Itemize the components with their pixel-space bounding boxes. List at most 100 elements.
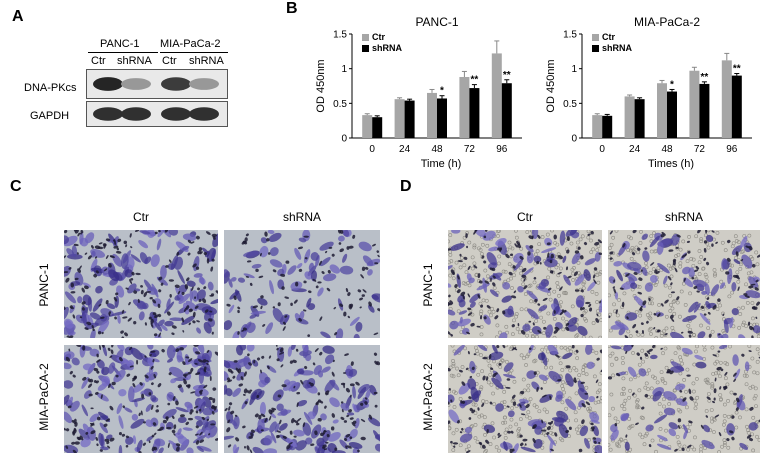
bar-ctr-96 (491, 53, 502, 139)
y-tick-label: 1 (341, 64, 347, 75)
blot-band (161, 77, 191, 91)
blot-gapdh (86, 101, 228, 127)
legend-swatch (592, 34, 599, 41)
col-label-c-ctr: Ctr (133, 210, 149, 224)
bar-shrna-96 (731, 75, 742, 138)
blot-band (121, 107, 151, 121)
protein-label-gapdh: GAPDH (30, 110, 70, 122)
bar-shrna-48 (667, 91, 677, 138)
bar-ctr-72 (459, 76, 470, 138)
x-tick-label: 0 (369, 144, 375, 155)
lane-label-1: Ctr (91, 55, 106, 67)
blot-band (189, 78, 219, 90)
x-tick-label: 48 (431, 144, 443, 155)
cell-line-underline-2 (160, 52, 228, 53)
bar-shrna-72 (699, 83, 710, 138)
cell-line-label-panc1: PANC-1 (100, 38, 140, 50)
legend-label: Ctr (602, 32, 615, 42)
legend-label: shRNA (372, 43, 403, 53)
x-tick-label: 48 (661, 144, 673, 155)
micrograph-c-miapaca2-shrna (224, 345, 380, 453)
panel-letter-d: D (400, 178, 412, 195)
micrograph-d-panc1-shrna (608, 230, 760, 338)
col-label-d-ctr: Ctr (517, 210, 533, 224)
col-label-c-shrna: shRNA (282, 210, 321, 224)
bar-shrna-24 (634, 99, 645, 138)
significance-mark: * (440, 86, 444, 97)
micrograph-c-panc1-shrna (224, 230, 380, 338)
cell-line-label-miapaca2: MIA-PaCa-2 (160, 38, 221, 50)
x-tick-label: 96 (726, 144, 738, 155)
blot-band (189, 107, 219, 121)
bar-ctr-96 (721, 60, 732, 139)
micrograph-c-miapaca2-ctr (64, 345, 218, 453)
chart-title: MIA-PaCa-2 (634, 15, 700, 29)
y-tick-label: 0 (341, 134, 347, 145)
y-tick-label: 0.5 (333, 99, 347, 110)
cell-line-underline-1 (88, 52, 158, 53)
panel-letter-a: A (12, 8, 24, 25)
bar-ctr-48 (427, 92, 437, 138)
micrograph-d-panc1-ctr (448, 230, 602, 338)
protein-label-dnapkcs: DNA-PKcs (24, 82, 77, 94)
x-tick-label: 96 (496, 144, 508, 155)
lane-label-4: shRNA (189, 55, 224, 67)
row-label-d-miapaca2: MIA-PaCA-2 (421, 363, 435, 431)
significance-mark: ** (733, 64, 741, 75)
row-label-d-panc1: PANC-1 (421, 263, 435, 307)
chart-title: PANC-1 (415, 15, 458, 29)
bar-ctr-48 (657, 83, 667, 138)
y-tick-label: 1.5 (563, 30, 577, 41)
micrograph-d-miapaca2-shrna (608, 345, 760, 453)
bar-shrna-96 (501, 83, 512, 138)
bar-ctr-24 (624, 96, 635, 138)
bar-ctr-24 (394, 99, 405, 138)
legend-label: Ctr (372, 32, 385, 42)
bar-shrna-48 (437, 98, 447, 138)
blot-dnapkcs (86, 69, 228, 99)
bar-shrna-24 (404, 100, 415, 138)
legend-swatch (592, 45, 599, 52)
blot-band (93, 107, 123, 121)
bar-shrna-0 (602, 115, 613, 138)
bar-shrna-0 (372, 117, 383, 138)
x-tick-label: 72 (464, 144, 476, 155)
bar-ctr-72 (689, 70, 700, 138)
legend-swatch (362, 45, 369, 52)
bar-ctr-0 (592, 115, 603, 138)
row-label-c-miapaca2: MIA-PaCA-2 (37, 363, 51, 431)
y-tick-label: 1 (571, 64, 577, 75)
blot-band (121, 78, 151, 90)
bar-shrna-72 (469, 88, 480, 138)
growth-chart-panc1: PANC-1 0 0.5 1 1.5 OD 450nm 0 24 48 * 72 ** 96 ** Time… (315, 15, 522, 170)
blot-band (93, 77, 123, 91)
legend-label: shRNA (602, 43, 633, 53)
micrograph-c-panc1-ctr (64, 230, 218, 338)
bar-ctr-0 (362, 115, 373, 138)
legend-swatch (362, 34, 369, 41)
y-tick-label: 0 (571, 134, 577, 145)
significance-mark: ** (471, 75, 479, 86)
lane-label-2: shRNA (117, 55, 152, 67)
micrograph-d-miapaca2-ctr (448, 345, 602, 453)
x-tick-label: 24 (399, 144, 411, 155)
x-axis-label: Times (h) (648, 158, 694, 170)
x-tick-label: 0 (599, 144, 605, 155)
y-tick-label: 0.5 (563, 99, 577, 110)
panel-letter-b: B (286, 0, 298, 17)
blot-band (161, 107, 191, 121)
x-axis-label: Time (h) (421, 158, 462, 170)
x-tick-label: 24 (629, 144, 641, 155)
significance-mark: * (670, 79, 674, 90)
lane-label-3: Ctr (162, 55, 177, 67)
significance-mark: ** (503, 70, 511, 81)
x-tick-label: 72 (694, 144, 706, 155)
y-tick-label: 1.5 (333, 30, 347, 41)
panel-letter-c: C (10, 178, 22, 195)
col-label-d-shrna: shRNA (664, 210, 703, 224)
y-axis-label: OD 450nm (315, 59, 327, 112)
significance-mark: ** (701, 72, 709, 83)
growth-chart-miapaca2: MIA-PaCa-2 0 0.5 1 1.5 OD 450nm 0 24 48 * 72 ** 96 **… (545, 15, 752, 170)
row-label-c-panc1: PANC-1 (37, 263, 51, 307)
y-axis-label: OD 450nm (545, 59, 557, 112)
